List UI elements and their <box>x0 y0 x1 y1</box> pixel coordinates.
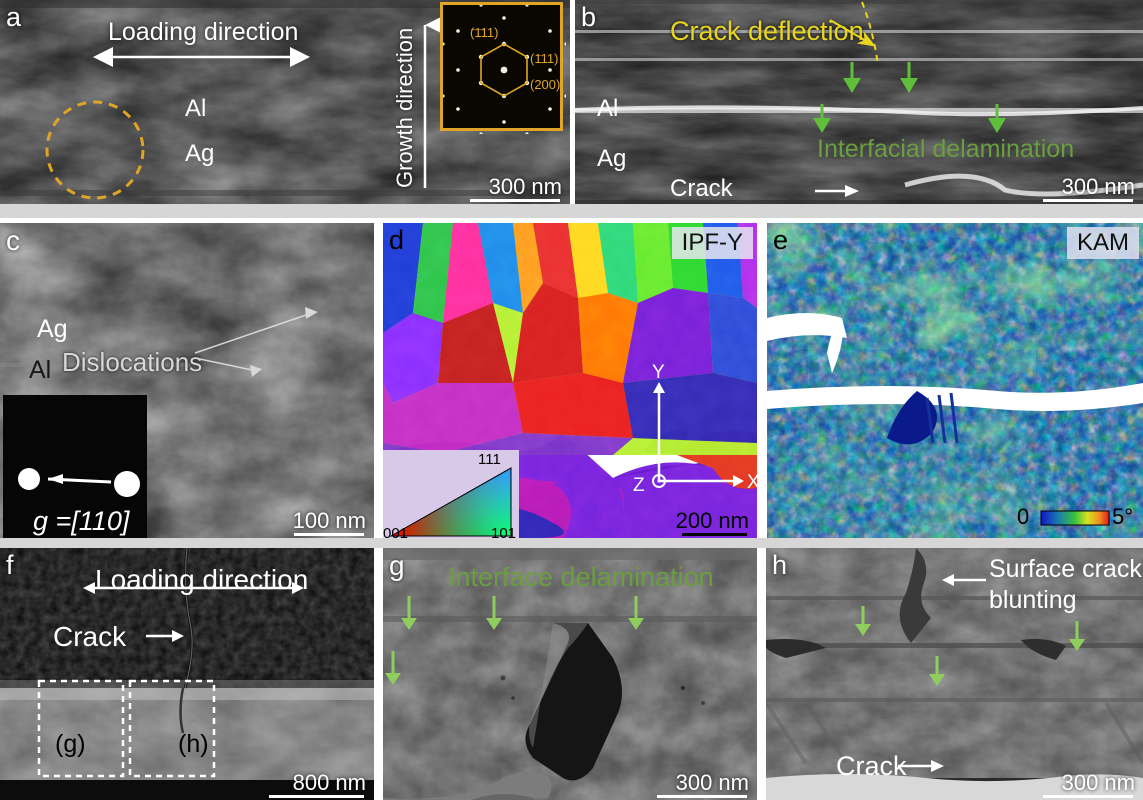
svg-text:_ _: _ _ <box>470 20 485 30</box>
svg-text:(200): (200) <box>530 77 560 92</box>
svg-text:Z: Z <box>633 475 645 496</box>
svg-text:Y: Y <box>652 362 665 383</box>
svg-text:g =[110]: g =[110] <box>33 506 131 536</box>
svg-text:X: X <box>747 472 757 493</box>
svg-text:(111): (111) <box>530 51 558 66</box>
svg-text:_: _ <box>536 47 542 56</box>
